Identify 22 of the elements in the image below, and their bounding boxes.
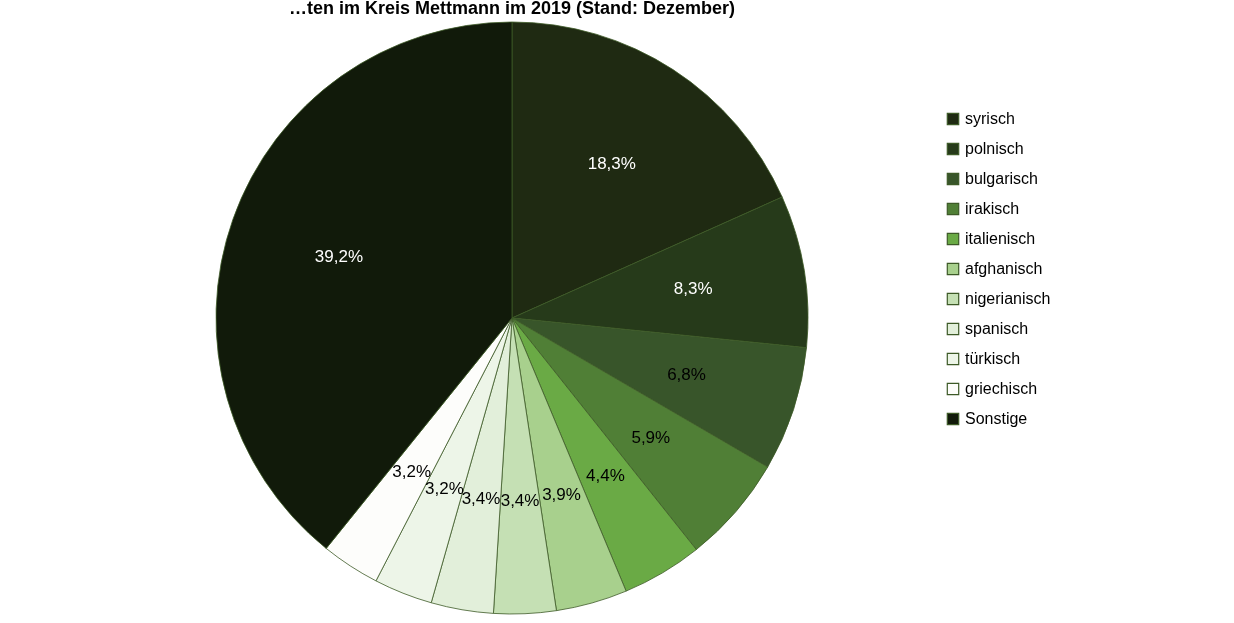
legend-label: afghanisch (965, 260, 1043, 277)
data-label: 3,2% (392, 461, 432, 481)
data-label: 4,4% (586, 465, 625, 485)
legend-label: spanisch (965, 320, 1029, 337)
legend-label: irakisch (965, 200, 1020, 217)
data-label: 3,9% (542, 484, 581, 504)
legend-label: nigerianisch (965, 290, 1051, 307)
data-label: 8,3% (673, 278, 713, 298)
legend-label: bulgarisch (965, 170, 1038, 187)
data-label: 5,9% (631, 428, 671, 448)
legend-label: türkisch (965, 350, 1021, 367)
data-label: 6,8% (667, 364, 706, 384)
data-label: 3,2% (425, 478, 464, 498)
legend-label: syrisch (965, 110, 1015, 127)
legend-label: polnisch (965, 140, 1024, 157)
data-label: 39,2% (314, 246, 364, 266)
data-label: 3,4% (500, 491, 540, 511)
legend-label: griechisch (965, 380, 1038, 397)
data-label: 18,3% (587, 153, 636, 173)
legend-label: Sonstige (965, 410, 1028, 427)
legend-label: italienisch (965, 230, 1036, 247)
chart-title: …ten im Kreis Mettmann im 2019 (Stand: Dezember) (288, 0, 736, 19)
